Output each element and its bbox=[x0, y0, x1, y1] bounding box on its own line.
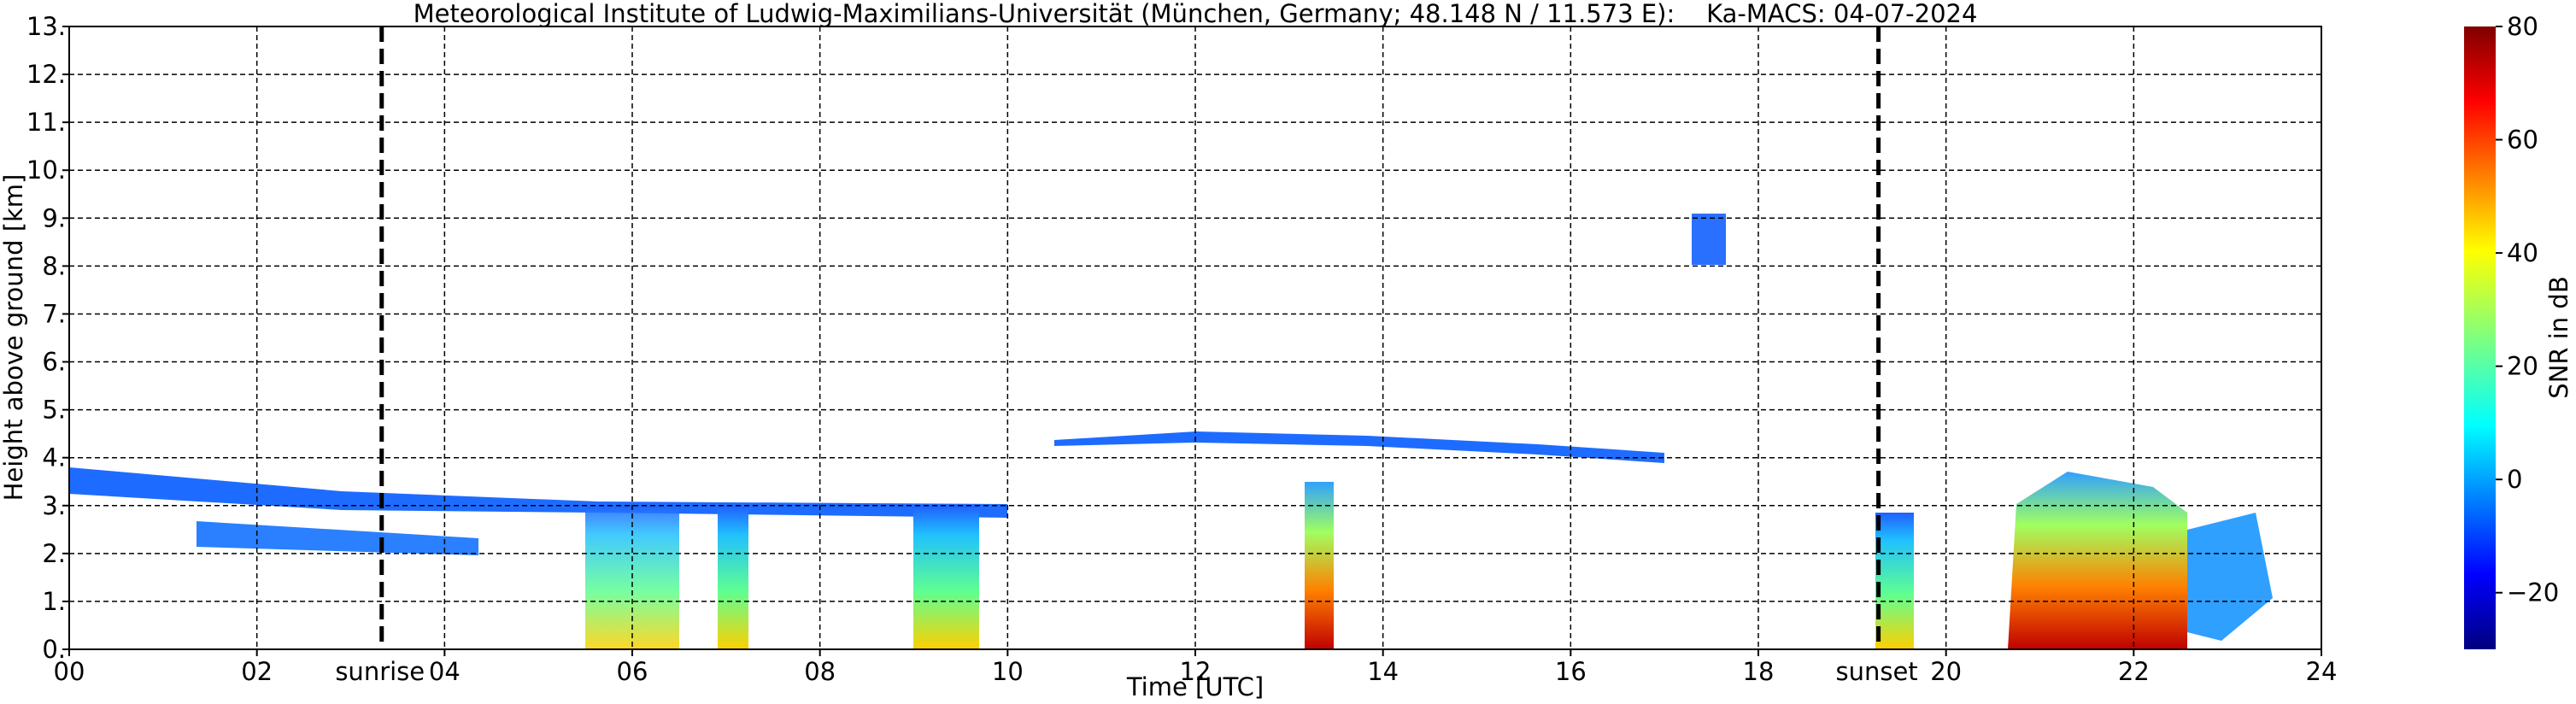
echo-layer bbox=[69, 467, 1007, 518]
x-tick-label: 20 bbox=[1930, 657, 1962, 686]
echo-layer bbox=[197, 521, 478, 555]
radar-echoes bbox=[69, 214, 2273, 649]
x-tick-label: 14 bbox=[1367, 657, 1399, 686]
y-tick-label: 9. bbox=[42, 203, 66, 232]
x-tick-label: 18 bbox=[1743, 657, 1775, 686]
colorbar-tick-label: 0 bbox=[2507, 465, 2522, 494]
x-tick-label: 22 bbox=[2118, 657, 2150, 686]
y-axis-label: Height above ground [km] bbox=[0, 174, 28, 502]
colorbar-tick-label: 40 bbox=[2507, 238, 2538, 267]
x-tick-label: 12 bbox=[1180, 657, 1212, 686]
y-tick-label: 3. bbox=[42, 491, 66, 520]
x-tick-label: 00 bbox=[54, 657, 85, 686]
colorbar bbox=[2464, 26, 2496, 649]
y-tick-label: 7. bbox=[42, 299, 66, 328]
x-tick-label: 06 bbox=[617, 657, 648, 686]
echo-column bbox=[2008, 472, 2187, 649]
colorbar-label: SNR in dB bbox=[2544, 276, 2573, 398]
x-tick-label: 16 bbox=[1555, 657, 1587, 686]
x-tick-label: 02 bbox=[241, 657, 273, 686]
x-tick-label: 24 bbox=[2306, 657, 2338, 686]
colorbar-tick-label: 20 bbox=[2507, 352, 2538, 381]
y-tick-label: 2. bbox=[42, 539, 66, 568]
y-tick-label: 4. bbox=[42, 443, 66, 472]
echo-column bbox=[1875, 513, 1914, 649]
echo-layer bbox=[1054, 431, 1664, 463]
echo-patch bbox=[2187, 513, 2273, 641]
x-tick-label: 04 bbox=[429, 657, 461, 686]
echo-column bbox=[718, 506, 748, 649]
y-tick-label: 1. bbox=[42, 587, 66, 616]
y-tick-label: 10. bbox=[26, 155, 66, 185]
echo-column bbox=[1305, 482, 1334, 649]
y-tick-label: 8. bbox=[42, 251, 66, 280]
y-tick-label: 12. bbox=[26, 60, 66, 89]
x-tick-label: 10 bbox=[992, 657, 1024, 686]
echo-patch bbox=[1692, 214, 1726, 265]
y-tick-label: 0. bbox=[42, 635, 66, 664]
colorbar-tick-label: 60 bbox=[2507, 126, 2538, 155]
echo-column bbox=[913, 506, 979, 649]
y-tick-label: 11. bbox=[26, 108, 66, 137]
y-tick-label: 5. bbox=[42, 396, 66, 425]
chart-title: Meteorological Institute of Ludwig-Maxim… bbox=[414, 0, 1978, 28]
x-tick-label: 08 bbox=[804, 657, 836, 686]
colorbar-tick-label: 80 bbox=[2507, 12, 2538, 41]
annotation-label: sunrise bbox=[335, 657, 425, 686]
x-axis-label: Time [UTC] bbox=[1126, 672, 1264, 701]
colorbar-tick-label: −20 bbox=[2507, 578, 2559, 607]
annotation-label: sunset bbox=[1835, 657, 1917, 686]
y-tick-label: 13. bbox=[26, 12, 66, 41]
y-tick-label: 6. bbox=[42, 348, 66, 377]
